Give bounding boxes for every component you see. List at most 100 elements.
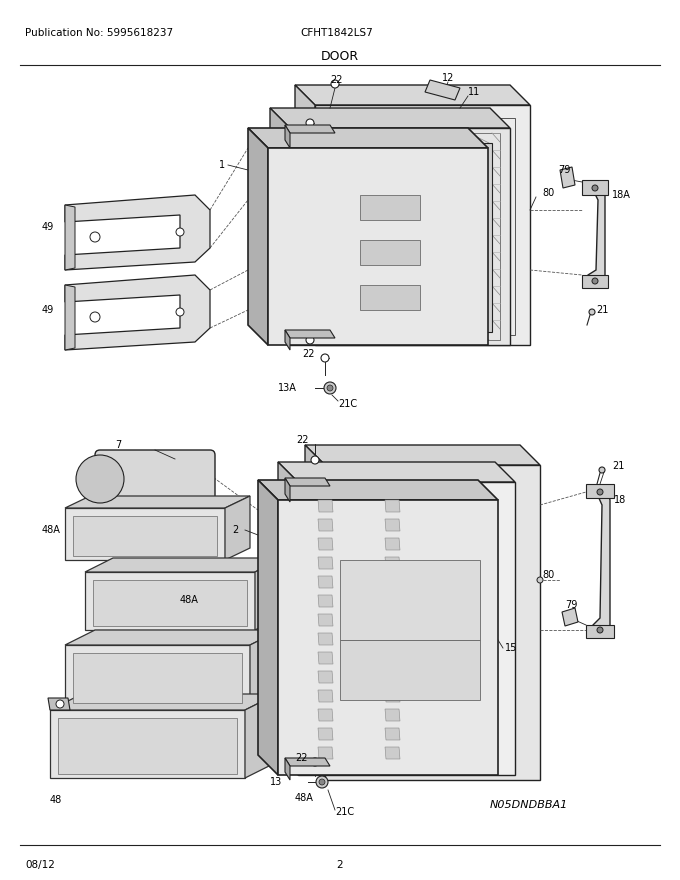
Polygon shape bbox=[318, 728, 333, 740]
Circle shape bbox=[176, 308, 184, 316]
Polygon shape bbox=[360, 195, 420, 220]
Text: 08/12: 08/12 bbox=[25, 860, 55, 870]
Polygon shape bbox=[318, 576, 333, 588]
Text: N05DNDBBA1: N05DNDBBA1 bbox=[490, 800, 568, 810]
Text: 48A: 48A bbox=[180, 595, 199, 605]
Polygon shape bbox=[385, 500, 400, 512]
Circle shape bbox=[306, 336, 314, 344]
Circle shape bbox=[311, 456, 319, 464]
Polygon shape bbox=[588, 182, 605, 285]
Text: 13: 13 bbox=[270, 777, 282, 787]
Polygon shape bbox=[582, 275, 608, 288]
Text: 2: 2 bbox=[232, 525, 238, 535]
Polygon shape bbox=[48, 698, 70, 710]
Polygon shape bbox=[318, 557, 333, 569]
Polygon shape bbox=[285, 758, 330, 766]
Text: 79: 79 bbox=[565, 600, 577, 610]
Text: 22: 22 bbox=[296, 435, 309, 445]
Text: CFHT1842LS7: CFHT1842LS7 bbox=[300, 28, 373, 38]
Polygon shape bbox=[318, 709, 333, 721]
Text: 2: 2 bbox=[337, 860, 343, 870]
Text: 49: 49 bbox=[42, 222, 54, 232]
Polygon shape bbox=[305, 445, 325, 780]
Polygon shape bbox=[278, 462, 298, 775]
Polygon shape bbox=[318, 671, 333, 683]
Polygon shape bbox=[285, 478, 330, 486]
Polygon shape bbox=[278, 462, 515, 482]
Polygon shape bbox=[318, 614, 333, 626]
Polygon shape bbox=[318, 595, 333, 607]
Polygon shape bbox=[225, 496, 250, 560]
Circle shape bbox=[176, 228, 184, 236]
Polygon shape bbox=[295, 85, 530, 105]
Polygon shape bbox=[385, 614, 400, 626]
Polygon shape bbox=[278, 500, 498, 775]
Text: DOOR: DOOR bbox=[321, 50, 359, 63]
Circle shape bbox=[321, 354, 329, 362]
Polygon shape bbox=[562, 608, 578, 626]
Text: 79: 79 bbox=[558, 165, 571, 175]
Polygon shape bbox=[385, 595, 400, 607]
Polygon shape bbox=[65, 285, 75, 350]
Circle shape bbox=[90, 232, 100, 242]
Text: 21C: 21C bbox=[338, 399, 357, 409]
Circle shape bbox=[537, 577, 543, 583]
Text: 48A: 48A bbox=[295, 793, 314, 803]
Polygon shape bbox=[586, 625, 614, 638]
Polygon shape bbox=[65, 508, 225, 560]
Text: 22: 22 bbox=[330, 75, 343, 85]
Polygon shape bbox=[318, 690, 333, 702]
Polygon shape bbox=[385, 576, 400, 588]
Polygon shape bbox=[285, 478, 290, 502]
Polygon shape bbox=[318, 652, 333, 664]
Polygon shape bbox=[290, 128, 510, 345]
Polygon shape bbox=[85, 572, 255, 630]
Polygon shape bbox=[385, 690, 400, 702]
Polygon shape bbox=[73, 516, 217, 556]
Circle shape bbox=[316, 776, 328, 788]
Text: 80: 80 bbox=[542, 570, 554, 580]
Polygon shape bbox=[318, 519, 333, 531]
Polygon shape bbox=[318, 538, 333, 550]
Polygon shape bbox=[385, 652, 400, 664]
Polygon shape bbox=[270, 108, 510, 128]
Text: 22: 22 bbox=[295, 753, 307, 763]
Polygon shape bbox=[285, 125, 335, 133]
Circle shape bbox=[76, 455, 124, 503]
Text: Publication No: 5995618237: Publication No: 5995618237 bbox=[25, 28, 173, 38]
Polygon shape bbox=[385, 538, 400, 550]
Circle shape bbox=[324, 382, 336, 394]
Polygon shape bbox=[285, 330, 290, 350]
Polygon shape bbox=[65, 630, 280, 645]
Polygon shape bbox=[85, 558, 283, 572]
Polygon shape bbox=[318, 747, 333, 759]
Circle shape bbox=[306, 119, 314, 127]
Text: 21C: 21C bbox=[335, 807, 354, 817]
Text: 11: 11 bbox=[468, 87, 480, 97]
Circle shape bbox=[311, 758, 319, 766]
Text: 21: 21 bbox=[612, 461, 624, 471]
Text: 48A: 48A bbox=[42, 525, 61, 535]
Polygon shape bbox=[318, 500, 333, 512]
Polygon shape bbox=[50, 710, 245, 778]
Text: 7: 7 bbox=[115, 440, 121, 450]
Polygon shape bbox=[248, 128, 488, 148]
Polygon shape bbox=[255, 558, 283, 630]
Polygon shape bbox=[315, 105, 530, 345]
Polygon shape bbox=[285, 330, 335, 338]
Polygon shape bbox=[258, 480, 498, 500]
Polygon shape bbox=[340, 640, 480, 700]
Polygon shape bbox=[65, 496, 250, 508]
Polygon shape bbox=[425, 80, 460, 100]
Circle shape bbox=[319, 779, 325, 785]
Text: 48: 48 bbox=[50, 795, 63, 805]
Polygon shape bbox=[385, 519, 400, 531]
Polygon shape bbox=[248, 128, 268, 345]
Circle shape bbox=[592, 185, 598, 191]
Polygon shape bbox=[245, 694, 277, 778]
Polygon shape bbox=[360, 240, 420, 265]
Circle shape bbox=[599, 467, 605, 473]
Text: 12: 12 bbox=[442, 73, 454, 83]
Polygon shape bbox=[340, 560, 480, 640]
Text: 13A: 13A bbox=[278, 383, 297, 393]
